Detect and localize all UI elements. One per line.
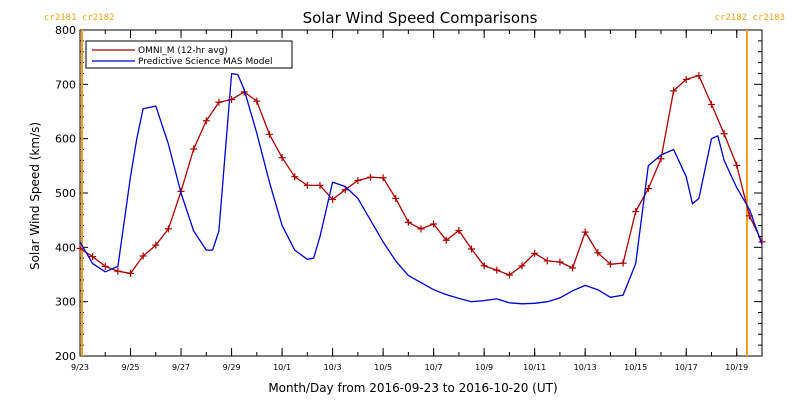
- y-tick-label: 500: [55, 187, 76, 200]
- rotation-label-right: cr2182 cr2183: [715, 13, 785, 23]
- omni-data-point: [392, 194, 400, 202]
- series-line-mas: [79, 72, 763, 305]
- omni-data-point: [215, 98, 223, 106]
- omni-data-point: [493, 266, 501, 274]
- omni-data-point: [606, 260, 614, 268]
- omni-data-point: [316, 181, 324, 189]
- rotation-label-left: cr2181 cr2182: [44, 13, 114, 23]
- omni-data-point: [190, 145, 198, 153]
- y-tick-label: 400: [55, 241, 76, 254]
- omni-data-point: [657, 155, 665, 163]
- y-tick-label: 300: [55, 296, 76, 309]
- y-tick-label: 200: [55, 350, 76, 363]
- x-tick-label: 10/13: [574, 363, 597, 372]
- x-tick-label: 9/29: [223, 363, 241, 372]
- omni-data-point: [505, 271, 513, 279]
- omni-data-point: [556, 258, 564, 266]
- x-tick-label: 10/15: [624, 363, 647, 372]
- omni-data-point: [619, 259, 627, 267]
- omni-data-point: [354, 177, 362, 185]
- y-tick-label: 600: [55, 133, 76, 146]
- omni-data-point: [468, 245, 476, 253]
- omni-data-point: [278, 154, 286, 162]
- omni-data-point: [379, 174, 387, 182]
- omni-data-point: [733, 161, 741, 169]
- x-tick-label: 9/23: [71, 363, 89, 372]
- omni-data-point: [695, 72, 703, 80]
- series-line-omni: [79, 74, 763, 276]
- omni-data-point: [543, 257, 551, 265]
- chart-title: Solar Wind Speed Comparisons: [303, 9, 538, 27]
- omni-data-point: [531, 249, 539, 257]
- omni-data-point: [455, 226, 463, 234]
- omni-data-point: [127, 269, 135, 277]
- omni-data-point: [594, 249, 602, 257]
- omni-data-point: [581, 228, 589, 236]
- omni-data-point: [139, 252, 147, 260]
- x-tick-label: 10/19: [725, 363, 748, 372]
- x-axis-label: Month/Day from 2016-09-23 to 2016-10-20 …: [268, 381, 557, 395]
- plot-frame: [79, 29, 763, 357]
- x-tick-label: 10/5: [374, 363, 392, 372]
- omni-data-point: [480, 262, 488, 270]
- legend-label-omni: OMNI_M (12-hr avg): [138, 46, 228, 56]
- omni-data-point: [682, 75, 690, 83]
- x-tick-label: 10/11: [523, 363, 546, 372]
- omni-data-point: [89, 253, 97, 261]
- legend-box: [85, 40, 293, 69]
- omni-data-point: [329, 196, 337, 204]
- omni-data-point: [303, 181, 311, 189]
- x-tick-label: 9/25: [122, 363, 140, 372]
- x-tick-label: 10/1: [273, 363, 291, 372]
- legend: OMNI_M (12-hr avg) Predictive Science MA…: [85, 40, 293, 69]
- plot-area: 200 300 400 500 600 700 800 9/23 9/25 9/27 9/29 10/…: [55, 24, 766, 372]
- legend-label-mas: Predictive Science MAS Model: [138, 57, 273, 67]
- omni-data-point: [152, 241, 160, 249]
- x-tick-label: 9/27: [172, 363, 190, 372]
- x-tick-label: 10/7: [425, 363, 443, 372]
- omni-data-point: [265, 130, 273, 138]
- omni-data-point: [253, 97, 261, 105]
- omni-data-point: [114, 267, 122, 275]
- x-tick-label: 10/3: [324, 363, 342, 372]
- x-tick-label: 10/9: [475, 363, 493, 372]
- y-axis-label: Solar Wind Speed (km/s): [28, 122, 42, 270]
- omni-data-point: [366, 173, 374, 181]
- omni-data-point: [101, 262, 109, 270]
- omni-data-point: [430, 220, 438, 228]
- omni-data-point: [707, 100, 715, 108]
- y-tick-label: 800: [55, 24, 76, 37]
- omni-data-point: [569, 264, 577, 272]
- omni-data-point: [670, 87, 678, 95]
- omni-data-point: [164, 225, 172, 233]
- omni-data-point: [720, 130, 728, 138]
- x-tick-label: 10/17: [675, 363, 698, 372]
- omni-data-point: [417, 225, 425, 233]
- omni-data-point: [442, 236, 450, 244]
- omni-data-point: [202, 117, 210, 125]
- omni-data-point: [404, 218, 412, 226]
- omni-data-point: [291, 173, 299, 181]
- omni-data-point: [76, 244, 84, 252]
- omni-data-point: [632, 207, 640, 215]
- omni-data-point: [518, 262, 526, 270]
- y-tick-label: 700: [55, 78, 76, 91]
